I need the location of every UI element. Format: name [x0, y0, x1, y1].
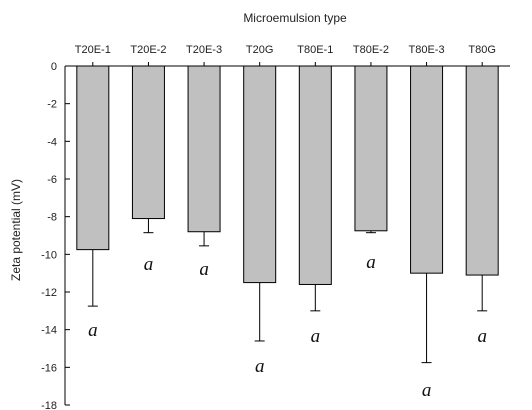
y-tick-label--2: -2	[47, 99, 57, 111]
x-tick-label-T20G: T20G	[246, 44, 274, 56]
y-tick-label--16: -16	[41, 362, 57, 374]
bar-T80E-2	[354, 65, 388, 232]
x-tick-label-T20E-1: T20E-1	[75, 44, 111, 56]
significance-letter-T20E-3: a	[199, 259, 209, 280]
x-tick-label-T80G: T80G	[468, 44, 496, 56]
bar-T20E-2	[131, 65, 165, 220]
y-axis-title: Zeta potential (mV)	[9, 179, 23, 281]
y-tick-label--12: -12	[41, 287, 57, 299]
significance-letter-T20E-2: a	[144, 254, 154, 275]
y-tick-label--6: -6	[47, 174, 57, 186]
significance-letter-T80E-3: a	[422, 380, 432, 401]
x-tick-label-T80E-1: T80E-1	[297, 44, 333, 56]
plot-area: T20E-1 a T20E-2 a T20E-3 a T20G a T80E-1 a T80E-2 a…	[41, 44, 510, 410]
bar-T20E-3	[187, 65, 221, 233]
x-tick-label-T80E-3: T80E-3	[409, 44, 445, 56]
bar-T80E-1	[298, 65, 332, 285]
y-tick-label--18: -18	[41, 400, 57, 410]
bar-T80E-3	[410, 65, 444, 274]
y-tick-label--4: -4	[47, 136, 57, 148]
bar-T20G	[243, 65, 277, 284]
x-tick-label-T20E-2: T20E-2	[130, 44, 166, 56]
significance-letter-T80G: a	[477, 326, 487, 347]
y-tick-label--10: -10	[41, 249, 57, 261]
y-tick-label-0: 0	[51, 61, 57, 73]
significance-letter-T20G: a	[255, 356, 265, 377]
y-tick-label--14: -14	[41, 325, 57, 337]
x-tick-label-T80E-2: T80E-2	[353, 44, 389, 56]
x-tick-label-T20E-3: T20E-3	[186, 44, 222, 56]
y-tick-label--8: -8	[47, 212, 57, 224]
significance-letter-T20E-1: a	[88, 320, 98, 341]
significance-letter-T80E-1: a	[311, 326, 321, 347]
x-axis-title: Microemulsion type	[243, 11, 347, 25]
significance-letter-T80E-2: a	[366, 252, 376, 273]
bar-T80G	[465, 65, 499, 276]
bar-T20E-1	[76, 65, 110, 251]
